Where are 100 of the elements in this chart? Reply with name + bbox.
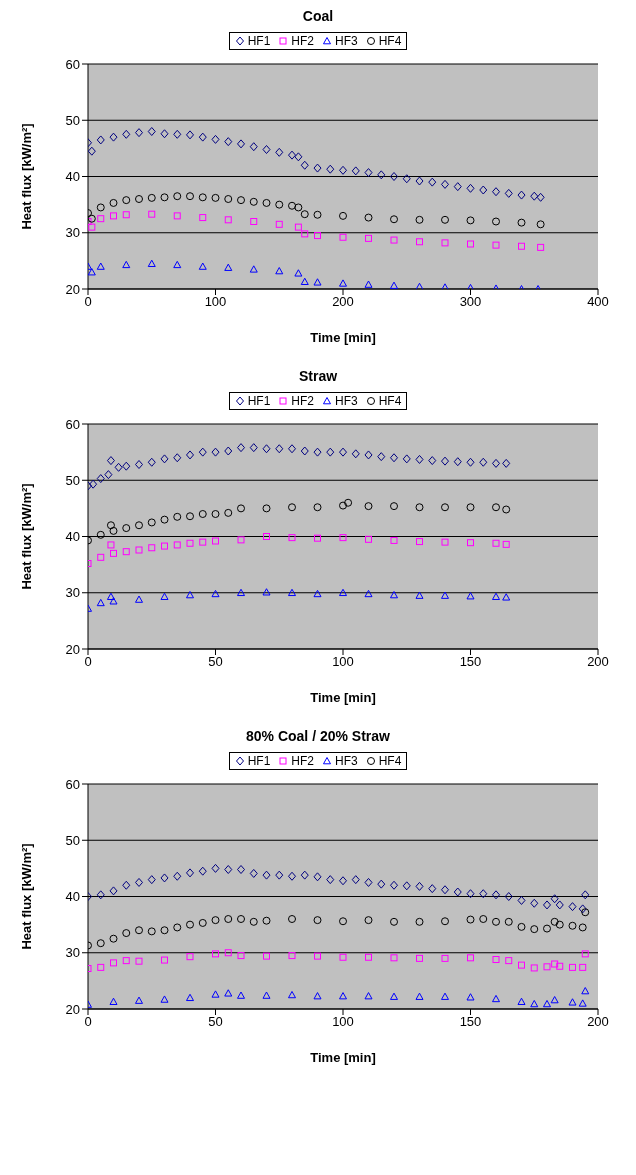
point (122, 211, 130, 219)
point (441, 215, 449, 224)
point (288, 952, 296, 960)
point (492, 994, 500, 1003)
point (428, 884, 437, 894)
point (504, 892, 513, 901)
point (288, 990, 296, 999)
point (212, 950, 219, 958)
point (186, 868, 194, 878)
point (198, 132, 207, 142)
point (466, 503, 475, 512)
point (479, 915, 488, 923)
point (160, 926, 169, 935)
point (237, 588, 245, 597)
legend-label: HF3 (335, 34, 358, 48)
point (106, 521, 115, 530)
point (453, 182, 462, 192)
x-tick-label: 200 (587, 654, 609, 670)
point (441, 179, 449, 189)
point (479, 185, 488, 195)
legend-label: HF1 (247, 754, 271, 768)
point (504, 188, 513, 198)
x-tick-label: 150 (459, 1014, 482, 1030)
legend-label: HF2 (291, 34, 314, 48)
point (173, 541, 181, 549)
point (556, 962, 564, 970)
x-tick-label: 50 (208, 1014, 223, 1030)
y-tick-label: 30 (65, 225, 80, 241)
point (339, 165, 347, 175)
point (300, 210, 309, 219)
point (441, 992, 449, 1000)
point (147, 927, 156, 936)
point (160, 592, 169, 600)
point (441, 917, 449, 926)
point (88, 223, 96, 231)
point (147, 193, 156, 202)
point (211, 916, 220, 925)
point (186, 953, 194, 961)
point (135, 996, 143, 1004)
point (96, 890, 105, 900)
point (313, 210, 322, 219)
point (109, 597, 118, 605)
point (224, 915, 233, 923)
point (339, 233, 347, 241)
point (502, 505, 511, 514)
y-tick-label: 60 (65, 776, 80, 792)
point (173, 260, 182, 269)
point (173, 512, 182, 521)
legend-label: HF2 (291, 754, 314, 768)
point (198, 866, 207, 876)
point (578, 904, 587, 914)
point (186, 512, 194, 521)
point (88, 146, 96, 156)
y-tick-label: 50 (65, 472, 80, 488)
point (211, 447, 220, 457)
point (160, 515, 169, 524)
point (505, 957, 513, 965)
point (96, 530, 105, 539)
point (492, 187, 500, 197)
point (416, 538, 423, 546)
point (275, 267, 284, 275)
point (390, 536, 398, 544)
point (390, 236, 398, 244)
point (530, 999, 539, 1008)
point (555, 900, 564, 910)
point (263, 952, 270, 960)
point (428, 177, 437, 187)
point (211, 193, 220, 202)
point (88, 268, 96, 276)
point (109, 526, 118, 535)
point (211, 510, 220, 518)
y-tick-label: 60 (65, 56, 80, 72)
point (300, 446, 309, 456)
point (415, 215, 424, 224)
point (135, 546, 143, 554)
point (536, 192, 545, 202)
x-tick-label: 150 (459, 654, 482, 670)
point (288, 588, 296, 597)
legend-label: HF4 (378, 394, 402, 408)
x-axis-title: Time [min] (310, 330, 376, 345)
legend-label: HF3 (335, 394, 358, 408)
point (492, 217, 500, 226)
point (339, 992, 347, 1000)
point (581, 987, 590, 995)
point (109, 198, 118, 207)
point (428, 456, 437, 466)
point (518, 242, 525, 250)
chart-title: Coal (301, 8, 335, 24)
point (173, 129, 182, 139)
point (502, 540, 510, 548)
point (211, 134, 220, 144)
point (415, 503, 424, 512)
point (492, 503, 500, 512)
point (224, 989, 233, 997)
y-tick-label: 30 (65, 945, 80, 961)
point (224, 216, 232, 224)
point (135, 926, 143, 935)
point (517, 895, 526, 905)
point (313, 589, 322, 598)
point (122, 929, 131, 938)
